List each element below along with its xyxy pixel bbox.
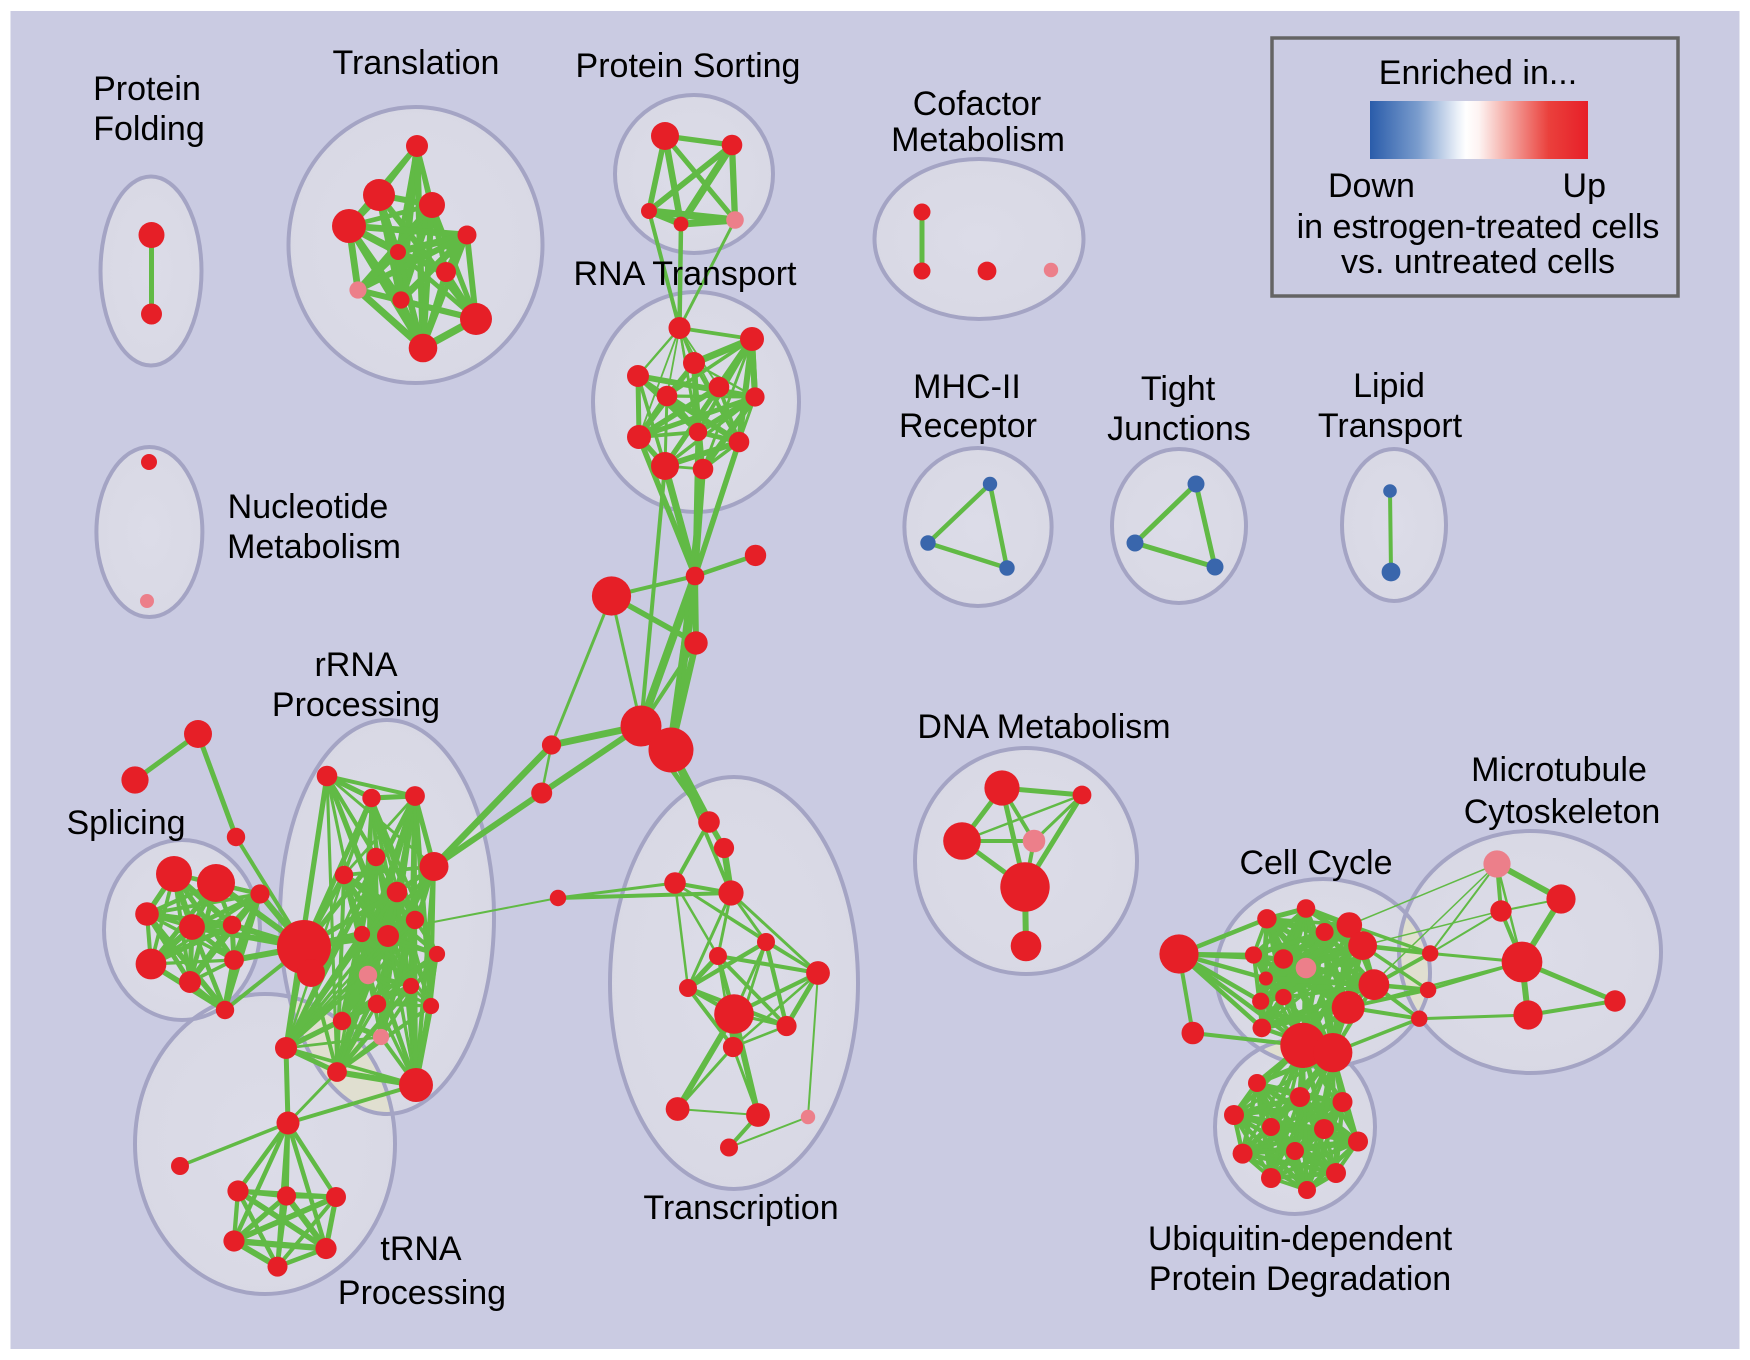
svg-text:vs. untreated cells: vs. untreated cells bbox=[1341, 243, 1615, 281]
svg-text:MHC-II: MHC-II bbox=[913, 368, 1021, 406]
svg-text:Protein Sorting: Protein Sorting bbox=[576, 47, 801, 85]
svg-text:Translation: Translation bbox=[333, 44, 500, 82]
svg-text:rRNA: rRNA bbox=[314, 646, 397, 684]
svg-text:Protein: Protein bbox=[93, 70, 201, 108]
svg-text:RNA Transport: RNA Transport bbox=[574, 255, 798, 293]
svg-text:Microtubule: Microtubule bbox=[1471, 751, 1647, 789]
svg-text:Lipid: Lipid bbox=[1353, 367, 1425, 405]
svg-text:Processing: Processing bbox=[338, 1274, 506, 1312]
svg-text:Tight: Tight bbox=[1141, 370, 1216, 408]
svg-text:Enriched in...: Enriched in... bbox=[1379, 54, 1577, 92]
svg-text:Receptor: Receptor bbox=[899, 407, 1037, 445]
svg-text:Nucleotide: Nucleotide bbox=[228, 488, 389, 526]
svg-text:Cytoskeleton: Cytoskeleton bbox=[1464, 793, 1661, 831]
svg-text:DNA Metabolism: DNA Metabolism bbox=[917, 708, 1170, 746]
svg-text:Metabolism: Metabolism bbox=[227, 528, 401, 566]
svg-text:tRNA: tRNA bbox=[380, 1230, 462, 1268]
svg-text:Metabolism: Metabolism bbox=[891, 121, 1065, 159]
svg-text:Folding: Folding bbox=[93, 110, 205, 148]
svg-text:Cofactor: Cofactor bbox=[913, 85, 1042, 123]
svg-text:Transport: Transport bbox=[1318, 407, 1463, 445]
svg-text:Down: Down bbox=[1328, 167, 1415, 205]
svg-text:Junctions: Junctions bbox=[1107, 410, 1251, 448]
svg-text:in estrogen-treated cells: in estrogen-treated cells bbox=[1297, 208, 1660, 246]
svg-text:Cell Cycle: Cell Cycle bbox=[1239, 844, 1392, 882]
svg-text:Up: Up bbox=[1563, 167, 1606, 205]
svg-text:Transcription: Transcription bbox=[643, 1189, 838, 1227]
svg-text:Protein Degradation: Protein Degradation bbox=[1149, 1260, 1451, 1298]
svg-text:Processing: Processing bbox=[272, 686, 440, 724]
svg-text:Ubiquitin-dependent: Ubiquitin-dependent bbox=[1148, 1220, 1453, 1258]
svg-text:Splicing: Splicing bbox=[66, 804, 185, 842]
